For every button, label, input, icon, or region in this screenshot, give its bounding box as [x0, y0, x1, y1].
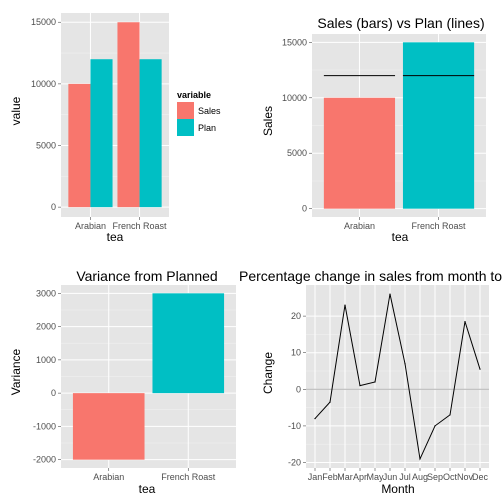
- y-tick-label: 2000: [36, 322, 56, 332]
- chart-2-sales-vs-plan: Sales (bars) vs Plan (lines) Sales tea 0…: [261, 15, 486, 244]
- legend-label-plan: Plan: [198, 123, 216, 133]
- y-tick-label: -2000: [33, 455, 56, 465]
- bar-plan-1: [139, 59, 162, 208]
- chart-4-panel-background: [306, 285, 489, 468]
- y-tick-label: -1000: [33, 421, 56, 431]
- point-sep: [434, 425, 436, 427]
- chart-1-xlabel: tea: [107, 230, 124, 244]
- chart-2-xlabel: tea: [392, 230, 409, 244]
- bar-variance-0: [72, 393, 145, 460]
- chart-4-ylabel: Change: [261, 352, 275, 394]
- y-tick-label: -10: [288, 421, 301, 431]
- point-oct: [449, 414, 451, 416]
- chart-1-ylabel: value: [9, 96, 23, 125]
- y-tick-label: 10000: [282, 93, 307, 103]
- point-nov: [464, 321, 466, 323]
- point-dec: [479, 368, 481, 370]
- point-jun: [389, 293, 391, 295]
- y-tick-label: 3000: [36, 288, 56, 298]
- x-tick-label: Mar: [337, 472, 353, 482]
- x-tick-label: Jul: [399, 472, 411, 482]
- x-tick-label: Oct: [443, 472, 458, 482]
- x-tick-label: Arabian: [75, 221, 106, 231]
- x-tick-label: French Roast: [161, 472, 216, 482]
- chart-3-variance: Variance from Planned Variance tea -2000…: [9, 268, 236, 496]
- y-tick-label: 15000: [282, 37, 307, 47]
- chart-2-ylabel: Sales: [261, 106, 275, 136]
- y-tick-label: 0: [296, 384, 301, 394]
- point-may: [374, 381, 376, 383]
- x-tick-label: Nov: [457, 472, 474, 482]
- x-tick-label: Aug: [412, 472, 428, 482]
- y-tick-label: 1000: [36, 355, 56, 365]
- x-tick-label: Jun: [383, 472, 398, 482]
- x-tick-label: Arabian: [344, 221, 375, 231]
- bar-plan-0: [90, 59, 113, 208]
- y-tick-label: 20: [291, 311, 301, 321]
- x-tick-label: French Roast: [113, 221, 168, 231]
- y-tick-label: 15000: [31, 17, 56, 27]
- y-tick-label: 10000: [31, 79, 56, 89]
- point-feb: [329, 401, 331, 403]
- y-tick-label: -20: [288, 458, 301, 468]
- y-tick-label: 0: [302, 204, 307, 214]
- y-tick-label: 0: [51, 202, 56, 212]
- series-line-change: [314, 293, 481, 461]
- x-tick-label: Jan: [308, 472, 323, 482]
- bar-sales-0: [68, 83, 91, 208]
- x-tick-label: Feb: [322, 472, 338, 482]
- legend-key-plan: [177, 119, 194, 136]
- chart-3-title: Variance from Planned: [76, 268, 217, 284]
- bar-variance-1: [152, 293, 225, 394]
- x-tick-label: Arabian: [93, 472, 124, 482]
- x-tick-label: French Roast: [412, 221, 467, 231]
- legend-key-sales: [177, 102, 194, 119]
- x-tick-label: Apr: [353, 472, 367, 482]
- y-tick-label: 10: [291, 348, 301, 358]
- x-tick-label: Sep: [427, 472, 443, 482]
- legend-label-sales: Sales: [198, 106, 221, 116]
- chart-1-legend: Sales Plan: [177, 102, 221, 136]
- bar-sales-1: [117, 22, 140, 208]
- chart-2-title: Sales (bars) vs Plan (lines): [317, 15, 484, 31]
- point-jul: [404, 363, 406, 365]
- chart-1-grouped-bars: value tea variable Sales Plan 0 5000 10000…: [9, 13, 221, 244]
- x-tick-label: Dec: [472, 472, 489, 482]
- chart-3-ylabel: Variance: [9, 348, 23, 395]
- point-apr: [359, 385, 361, 387]
- chart-1-legend-title: variable: [177, 90, 211, 100]
- chart-4-panel: [306, 285, 489, 468]
- bar-sales-0: [323, 97, 396, 209]
- chart-4-xlabel: Month: [381, 482, 414, 496]
- y-tick-label: 5000: [36, 141, 56, 151]
- chart-3-xlabel: tea: [139, 482, 156, 496]
- x-tick-label: May: [366, 472, 384, 482]
- y-tick-label: 0: [51, 388, 56, 398]
- y-tick-label: 5000: [287, 148, 307, 158]
- bar-sales-1: [402, 42, 475, 209]
- point-mar: [344, 304, 346, 306]
- chart-4-title: Percentage change in sales from month to: [239, 268, 502, 284]
- point-jan: [314, 417, 316, 420]
- point-aug: [419, 458, 421, 460]
- chart-4-percentage-change: Percentage change in sales from month to…: [239, 268, 502, 496]
